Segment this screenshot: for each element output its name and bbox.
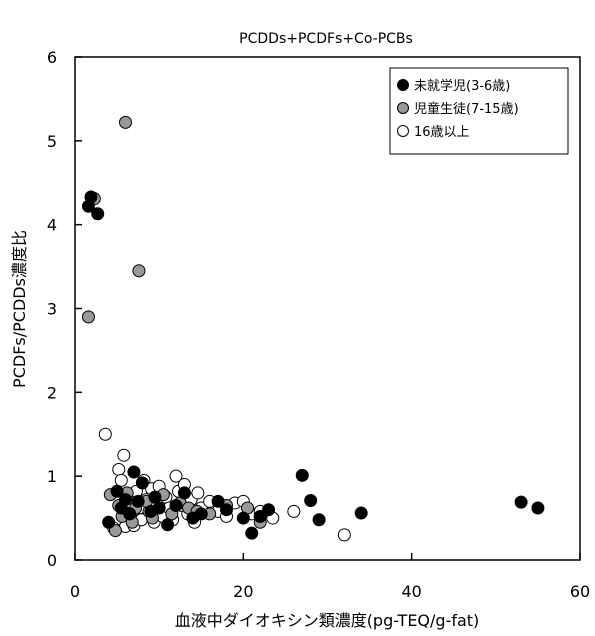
data-point — [113, 463, 125, 475]
legend-marker — [398, 80, 409, 91]
y-tick-label: 5 — [47, 132, 57, 151]
data-point — [237, 512, 249, 524]
legend-marker — [398, 126, 409, 137]
data-point — [132, 495, 144, 507]
y-tick-label: 2 — [47, 383, 57, 402]
data-point — [149, 491, 161, 503]
data-points — [82, 116, 543, 540]
data-point — [128, 466, 140, 478]
data-point — [246, 527, 258, 539]
y-tick-label: 4 — [47, 216, 57, 235]
legend: 未就学児(3-6歳) 児童生徒(7-15歳) 16歳以上 — [390, 68, 568, 154]
data-point — [178, 487, 190, 499]
data-point — [115, 474, 127, 486]
data-point — [288, 505, 300, 517]
data-point — [305, 494, 317, 506]
x-axis-label: 血液中ダイオキシン類濃度(pg-TEQ/g-fat) — [175, 611, 480, 630]
legend-label: 児童生徒(7-15歳) — [414, 101, 519, 117]
data-point — [338, 529, 350, 541]
data-point — [192, 487, 204, 499]
chart-title: PCDDs+PCDFs+Co-PCBs — [239, 31, 413, 47]
x-tick-label: 40 — [401, 582, 421, 601]
data-point — [313, 514, 325, 526]
y-axis-label: PCDFs/PCDDs濃度比 — [10, 230, 29, 388]
data-point — [85, 191, 97, 203]
x-tick-label: 0 — [70, 582, 80, 601]
data-point — [263, 504, 275, 516]
data-point — [195, 508, 207, 520]
y-tick-label: 0 — [47, 551, 57, 570]
data-point — [92, 208, 104, 220]
x-tick-label: 60 — [570, 582, 590, 601]
data-point — [103, 516, 115, 528]
x-tick-label: 20 — [233, 582, 253, 601]
legend-marker — [398, 103, 409, 114]
data-point — [221, 504, 233, 516]
data-point — [82, 311, 94, 323]
data-point — [532, 502, 544, 514]
data-point — [296, 469, 308, 481]
data-point — [515, 496, 527, 508]
y-tick-label: 6 — [47, 48, 57, 67]
data-point — [118, 449, 130, 461]
y-tick-label: 3 — [47, 300, 57, 319]
data-point — [170, 500, 182, 512]
data-point — [120, 116, 132, 128]
data-point — [99, 428, 111, 440]
legend-label: 16歳以上 — [414, 125, 470, 140]
data-point — [133, 265, 145, 277]
y-tick-label: 1 — [47, 467, 57, 486]
legend-label: 未就学児(3-6歳) — [414, 78, 510, 94]
data-point — [153, 502, 165, 514]
data-point — [162, 519, 174, 531]
data-point — [124, 508, 136, 520]
data-point — [355, 507, 367, 519]
data-point — [136, 477, 148, 489]
data-point — [120, 494, 132, 506]
